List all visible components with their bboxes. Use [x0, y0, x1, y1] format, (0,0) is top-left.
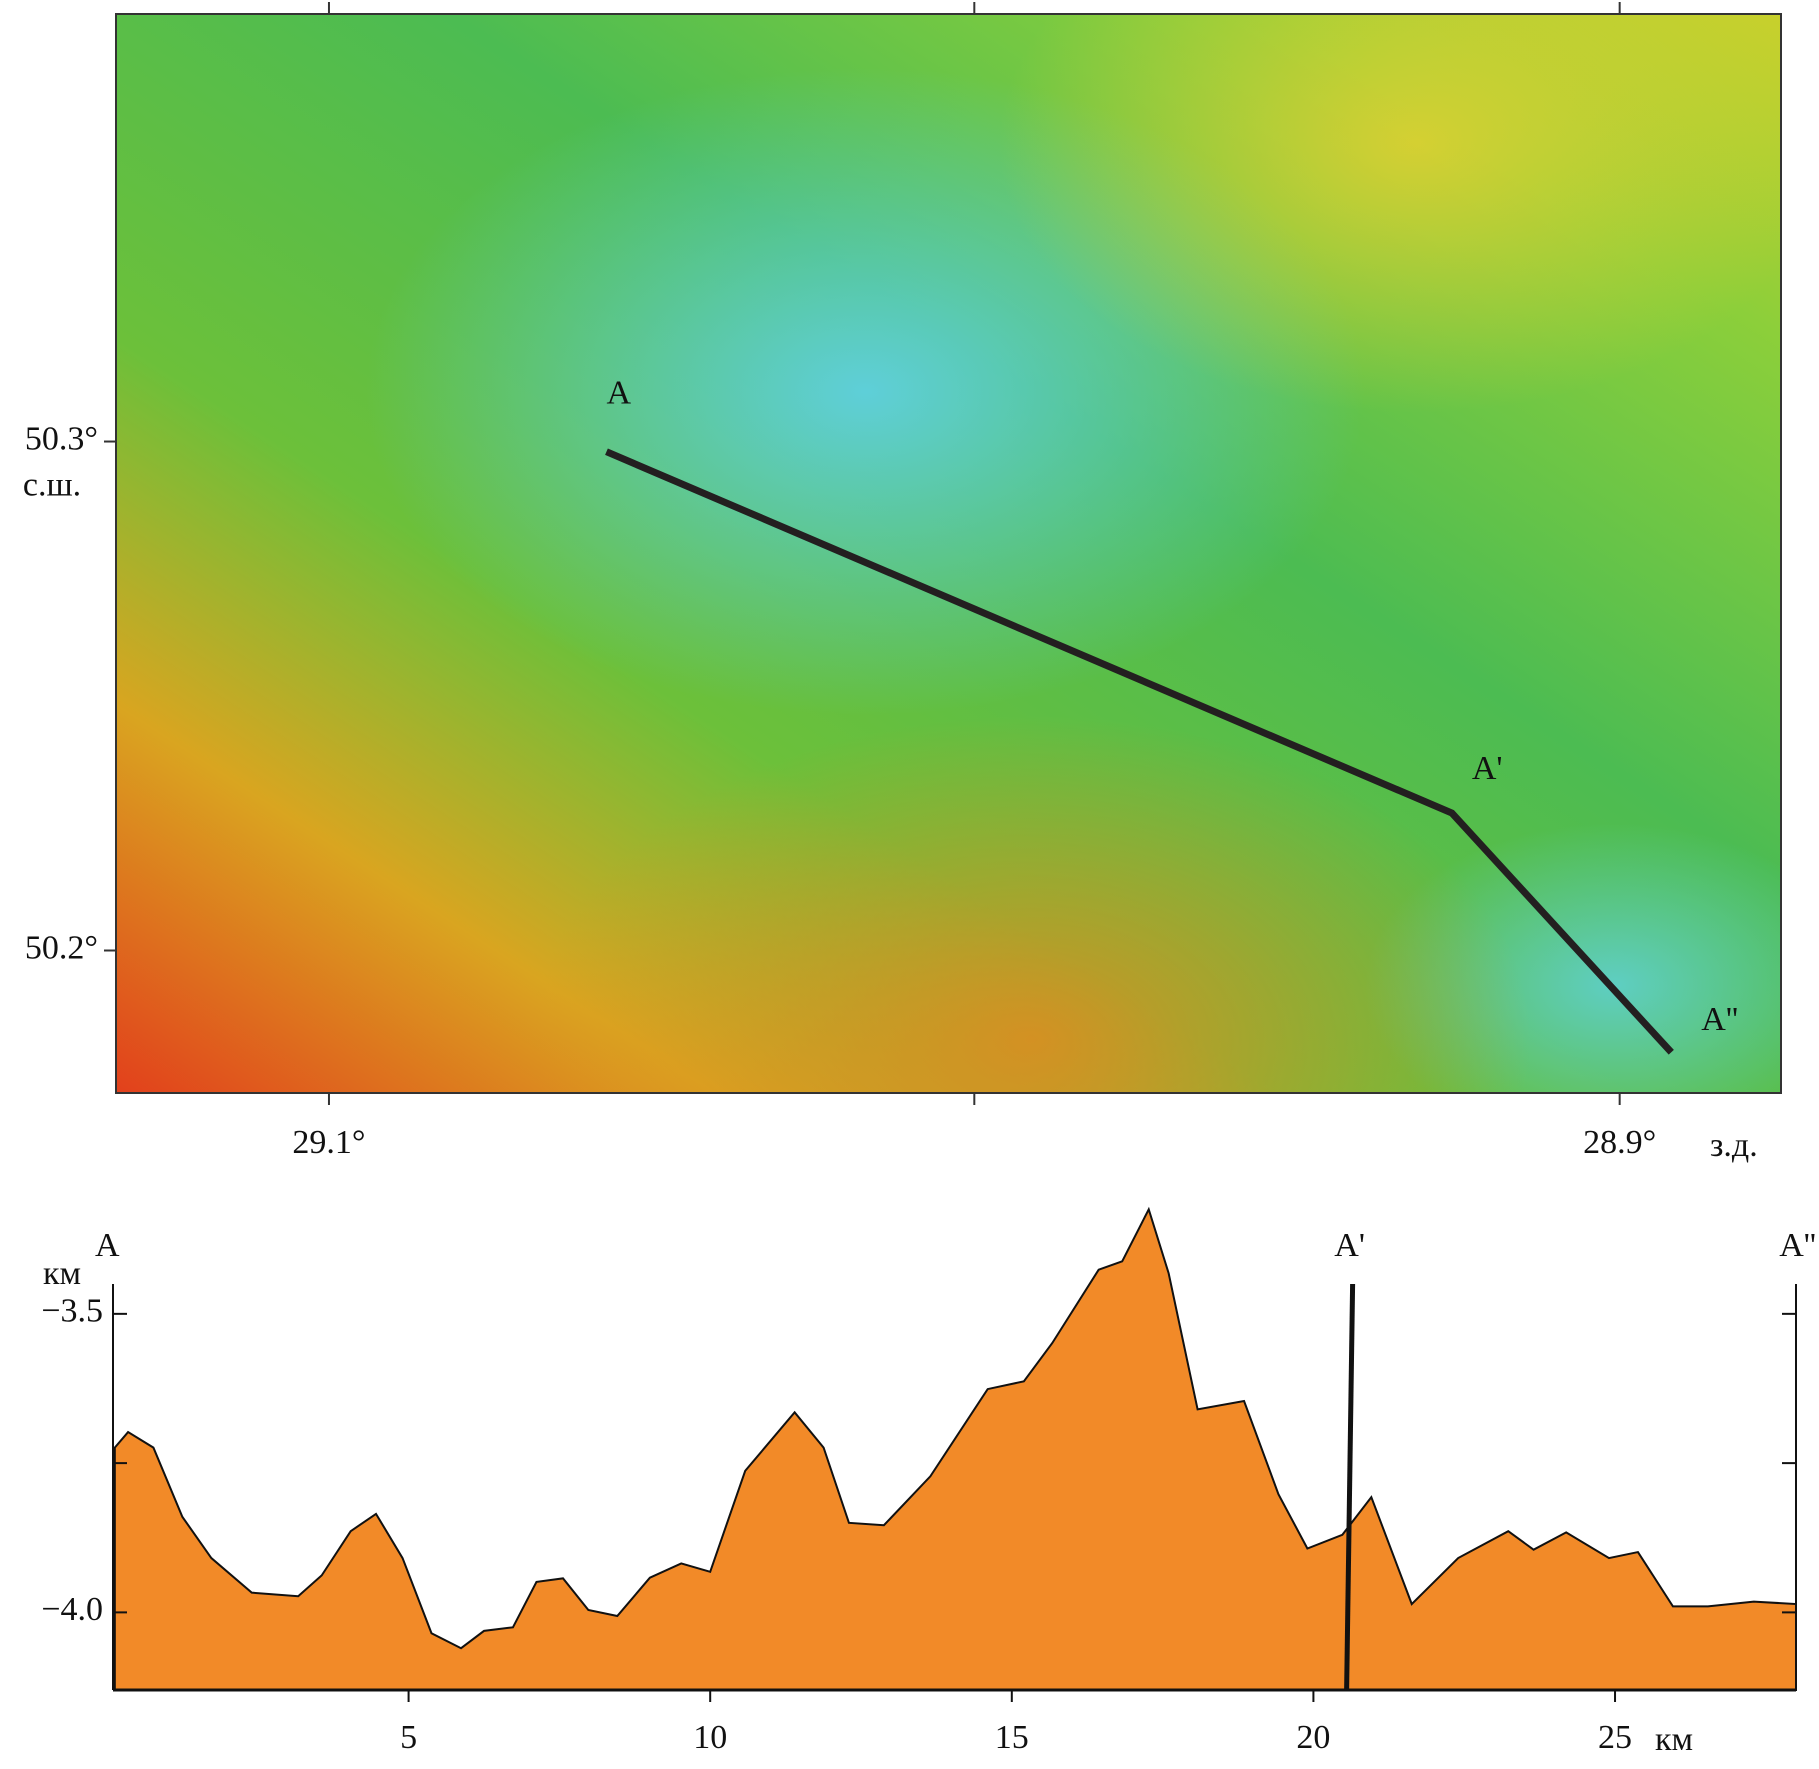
x-tick-label: 20 — [1296, 1719, 1330, 1756]
profile-marker-label: A' — [1334, 1227, 1365, 1264]
lat-tick-label: 50.3° — [25, 420, 98, 457]
x-tick-label: 15 — [995, 1719, 1029, 1756]
x-axis-label: км — [1655, 1721, 1693, 1758]
profile-marker-line — [1344, 1283, 1356, 1691]
lon-unit: з.д. — [1710, 1127, 1758, 1164]
profile-marker-label: A — [95, 1227, 120, 1264]
lat-tick-label: 50.2° — [25, 929, 98, 966]
y-axis-label: км — [43, 1255, 81, 1292]
profile-track — [605, 448, 1674, 1055]
map: 29.1° 28.9° з.д. 50.3° 50.2° с.ш. A A' A'' — [23, 2, 1782, 1164]
point-label: A'' — [1701, 1001, 1738, 1038]
x-tick-label: 5 — [400, 1719, 417, 1756]
lat-unit: с.ш. — [23, 466, 81, 503]
map-frame — [115, 13, 1782, 1094]
point-label: A — [606, 375, 631, 412]
profile-area — [113, 1206, 1797, 1691]
point-label: A' — [1472, 750, 1503, 787]
profile-marker-label: A'' — [1779, 1227, 1816, 1264]
terrain-high — [116, 14, 1781, 1093]
lon-tick-label: 29.1° — [292, 1124, 365, 1161]
x-tick-label: 10 — [693, 1719, 727, 1756]
y-tick-label: −3.5 — [41, 1293, 103, 1330]
y-tick-label: −4.0 — [41, 1591, 103, 1628]
lon-tick-label: 28.9° — [1583, 1124, 1656, 1161]
x-tick-label: 25 — [1598, 1719, 1632, 1756]
